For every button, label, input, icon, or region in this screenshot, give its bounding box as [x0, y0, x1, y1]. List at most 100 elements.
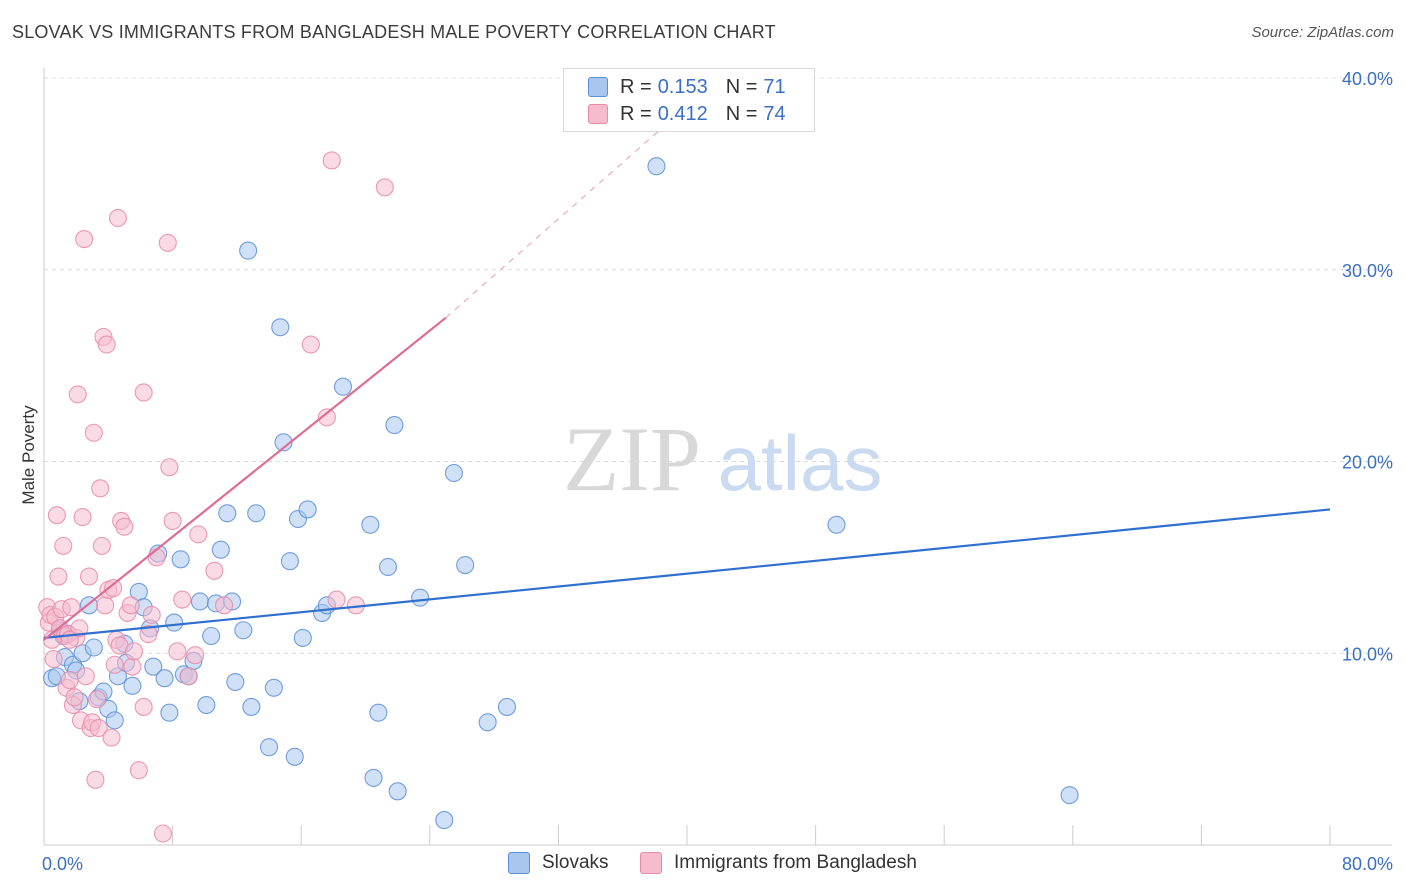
slovak-point	[144, 657, 163, 676]
legend-swatch-blue	[588, 77, 608, 97]
bangladesh-trend-line	[43, 316, 447, 641]
bangladesh-point	[173, 590, 192, 609]
slovak-point	[456, 555, 475, 575]
legend-row-slovaks: R = 0.153 N = 71	[588, 75, 786, 99]
series-label-bangladesh: Immigrants from Bangladesh	[674, 852, 917, 873]
slovak-point	[271, 318, 290, 337]
bangladesh-point	[91, 479, 110, 498]
legend-n-value: 74	[763, 102, 786, 125]
slovaks-trend-line	[43, 508, 1331, 640]
slovak-point	[435, 811, 454, 830]
slovak-point	[411, 588, 430, 607]
legend-n-value: 71	[763, 75, 786, 98]
bangladesh-point	[179, 667, 198, 686]
legend-swatch-pink	[588, 104, 608, 124]
slovak-point	[171, 550, 190, 569]
bangladesh-point	[102, 728, 121, 747]
bangladesh-point	[142, 605, 161, 624]
slovak-point	[84, 638, 103, 657]
bangladesh-point	[158, 233, 177, 252]
chart-title: SLOVAK VS IMMIGRANTS FROM BANGLADESH MAL…	[12, 22, 776, 42]
watermark-zip: ZIP	[563, 408, 701, 510]
slovak-point	[388, 782, 407, 801]
bangladesh-point	[134, 383, 153, 402]
correlation-legend: R = 0.153 N = 71 R = 0.412 N = 74	[563, 68, 815, 132]
y-tick-label: 20.0%	[1342, 453, 1393, 473]
bangladesh-point	[89, 718, 108, 738]
series-label-slovaks: Slovaks	[542, 852, 609, 873]
source-label: Source: ZipAtlas.com	[1251, 24, 1394, 41]
bangladesh-point	[54, 536, 73, 555]
slovak-point	[497, 697, 517, 716]
bangladesh-point	[123, 657, 142, 676]
legend-r-value: 0.153	[657, 75, 708, 98]
bangladesh-point	[65, 688, 84, 707]
bangladesh-point	[205, 561, 224, 580]
y-axis-label: Male Poverty	[19, 405, 38, 505]
y-tick-label: 10.0%	[1342, 644, 1393, 664]
slovak-point	[242, 697, 261, 716]
bangladesh-point	[84, 423, 103, 442]
bangladesh-point	[92, 536, 111, 555]
points-layer	[38, 151, 1079, 843]
bangladesh-point	[76, 667, 95, 686]
slovak-point	[369, 703, 388, 722]
slovak-point	[333, 377, 353, 396]
legend-n-label: N =	[725, 102, 758, 125]
slovak-point	[160, 703, 179, 722]
slovak-point	[123, 676, 142, 695]
bangladesh-point	[163, 511, 182, 530]
legend-r-label: R =	[620, 75, 652, 98]
series-swatch-blue	[508, 852, 530, 874]
series-swatch-pink	[640, 852, 662, 874]
legend-row-bangladesh: R = 0.412 N = 74	[588, 102, 786, 126]
bangladesh-point	[134, 697, 153, 716]
bangladesh-point	[73, 508, 92, 527]
bangladesh-point	[301, 335, 320, 354]
bangladesh-point	[168, 642, 187, 661]
slovak-point	[218, 504, 237, 523]
slovak-point	[361, 515, 380, 534]
slovak-point	[285, 747, 304, 766]
slovak-point	[1060, 786, 1079, 805]
slovak-point	[293, 628, 312, 647]
slovak-point	[197, 695, 216, 715]
axis-layer: 10.0% 20.0% 30.0% 40.0% 0.0% 80.0%	[42, 68, 1393, 874]
bangladesh-point	[96, 596, 115, 615]
bangladesh-point	[124, 642, 144, 661]
bangladesh-point	[115, 517, 134, 536]
slovak-point	[280, 552, 299, 571]
slovak-point	[378, 557, 398, 577]
slovak-point	[105, 711, 124, 730]
bangladesh-point	[68, 385, 87, 404]
slovak-point	[226, 672, 245, 692]
slovak-point	[165, 613, 184, 632]
bangladesh-point	[214, 596, 234, 615]
slovak-point	[478, 713, 497, 732]
bangladesh-point	[186, 646, 205, 665]
slovak-point	[647, 157, 666, 176]
bangladesh-point	[121, 596, 140, 615]
bangladesh-point	[86, 770, 105, 789]
bangladesh-point	[104, 579, 123, 598]
bangladesh-point	[139, 625, 158, 644]
bangladesh-point	[375, 178, 394, 197]
bangladesh-point	[129, 761, 148, 780]
bangladesh-point	[327, 590, 346, 609]
bangladesh-point	[153, 824, 173, 843]
slovak-point	[239, 241, 258, 260]
slovak-point	[259, 738, 279, 757]
series-legend-bangladesh: Immigrants from Bangladesh	[640, 852, 917, 874]
slovak-point	[385, 416, 404, 435]
series-legend-slovaks: Slovaks	[508, 852, 609, 874]
bangladesh-point	[317, 408, 336, 427]
legend-n-label: N =	[725, 75, 758, 98]
bangladesh-point	[79, 567, 99, 586]
slovak-point	[155, 669, 174, 688]
y-tick-label: 30.0%	[1342, 261, 1393, 281]
slovak-point	[247, 504, 266, 523]
slovak-point	[827, 515, 846, 534]
bangladesh-point	[147, 548, 166, 567]
trend-layer	[43, 77, 1331, 641]
